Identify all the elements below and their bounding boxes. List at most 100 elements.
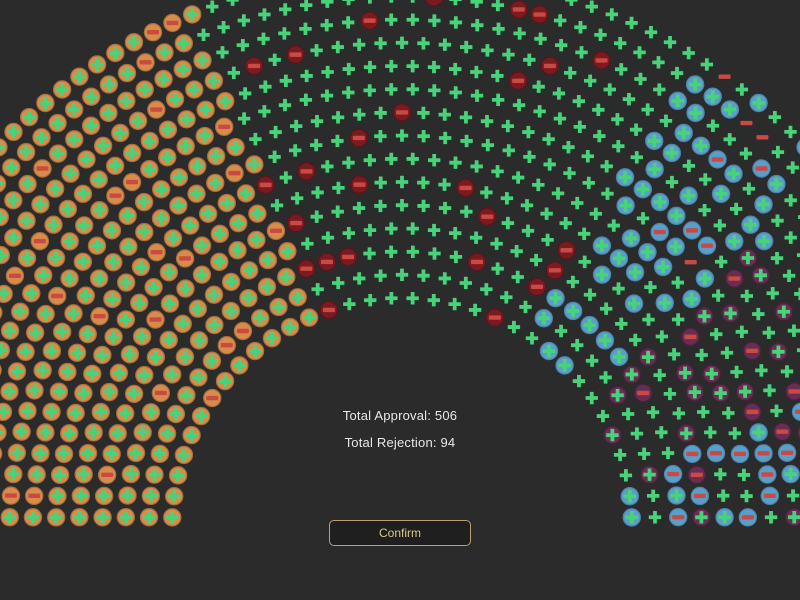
approve-seat — [417, 199, 430, 213]
plus-icon — [121, 489, 134, 502]
plus-icon — [269, 125, 282, 139]
approve-seat — [198, 204, 218, 223]
confirm-button[interactable]: Confirm — [329, 520, 471, 546]
approve-seat — [529, 253, 543, 267]
approve-seat — [406, 292, 419, 305]
plus-icon — [663, 36, 677, 49]
approve-seat — [352, 38, 366, 51]
plus-icon — [109, 46, 122, 60]
approve-seat — [691, 136, 711, 156]
plus-icon — [321, 231, 335, 244]
plus-icon — [417, 37, 430, 50]
plus-icon — [728, 235, 741, 248]
approve-seat — [0, 207, 9, 227]
minus-icon — [684, 334, 697, 340]
plus-icon — [28, 326, 42, 339]
plus-icon — [309, 138, 323, 152]
approve-seat — [236, 184, 256, 203]
approve-seat — [132, 327, 152, 346]
approve-seat — [364, 294, 377, 307]
plus-icon — [612, 140, 625, 153]
approve-seat — [781, 464, 800, 484]
approve-seat — [785, 507, 800, 527]
approve-seat — [546, 288, 565, 308]
minus-icon — [126, 179, 139, 185]
plus-icon — [363, 247, 376, 260]
reject-seat — [592, 51, 611, 70]
reject-seat — [760, 486, 779, 506]
reject-seat — [738, 508, 758, 527]
approve-seat — [4, 191, 23, 210]
reject-seat — [33, 159, 52, 178]
plus-icon — [134, 260, 148, 274]
plus-icon — [226, 0, 239, 6]
approve-seat — [541, 233, 554, 247]
approve-seat — [342, 62, 355, 76]
reject-seat — [163, 13, 182, 33]
approve-seat — [221, 272, 241, 292]
approve-seat — [507, 320, 521, 334]
approve-seat — [91, 402, 110, 422]
approve-seat — [331, 276, 345, 290]
plus-icon — [49, 511, 63, 524]
approve-seat — [797, 426, 800, 440]
plus-icon — [280, 270, 293, 284]
minus-icon — [101, 472, 114, 478]
plus-icon — [136, 426, 149, 439]
approve-seat — [128, 111, 148, 131]
plus-icon — [251, 207, 264, 220]
approve-seat — [17, 211, 36, 230]
reject-seat — [687, 465, 707, 485]
plus-icon — [259, 80, 272, 93]
plus-icon — [154, 212, 168, 225]
plus-icon — [47, 218, 60, 231]
plus-icon — [67, 103, 81, 116]
minus-icon — [701, 243, 714, 248]
plus-icon — [34, 447, 47, 460]
approve-seat — [310, 210, 323, 223]
plus-icon — [237, 14, 251, 27]
plus-icon — [119, 276, 133, 289]
plus-icon — [37, 269, 50, 282]
reject-seat — [286, 213, 306, 233]
minus-icon — [51, 293, 64, 299]
minus-icon — [166, 20, 179, 26]
approve-seat — [121, 464, 141, 484]
approve-seat — [630, 151, 643, 164]
approve-seat — [521, 224, 535, 238]
reject-seat — [244, 56, 264, 76]
approve-seat — [540, 207, 553, 220]
plus-icon — [96, 511, 109, 524]
plus-icon — [119, 407, 132, 420]
approve-seat — [580, 315, 599, 335]
reject-seat — [485, 308, 505, 327]
plus-icon — [471, 19, 484, 32]
plus-icon — [410, 0, 415, 3]
approve-seat — [638, 347, 658, 367]
plus-icon — [301, 237, 314, 250]
plus-icon — [198, 129, 211, 143]
reject-seat — [136, 53, 155, 72]
plus-icon — [406, 59, 419, 73]
approve-seat — [730, 365, 743, 379]
plus-icon — [619, 199, 632, 212]
approve-seat — [685, 75, 705, 94]
minus-icon — [139, 60, 152, 65]
plus-icon — [491, 0, 505, 12]
approve-seat — [342, 86, 355, 99]
plus-icon — [525, 332, 539, 345]
approve-seat — [81, 116, 101, 135]
approve-seat — [675, 363, 695, 383]
approve-seat — [565, 0, 578, 6]
plus-icon — [68, 133, 81, 146]
approve-seat — [774, 302, 793, 321]
approve-seat — [571, 196, 584, 210]
plus-icon — [147, 280, 160, 294]
plus-icon — [730, 365, 743, 379]
approve-seat — [553, 14, 567, 27]
approve-seat — [589, 207, 603, 220]
plus-icon — [566, 304, 580, 318]
approve-seat — [343, 297, 356, 311]
approve-seat — [174, 34, 194, 53]
approve-seat — [663, 36, 677, 49]
